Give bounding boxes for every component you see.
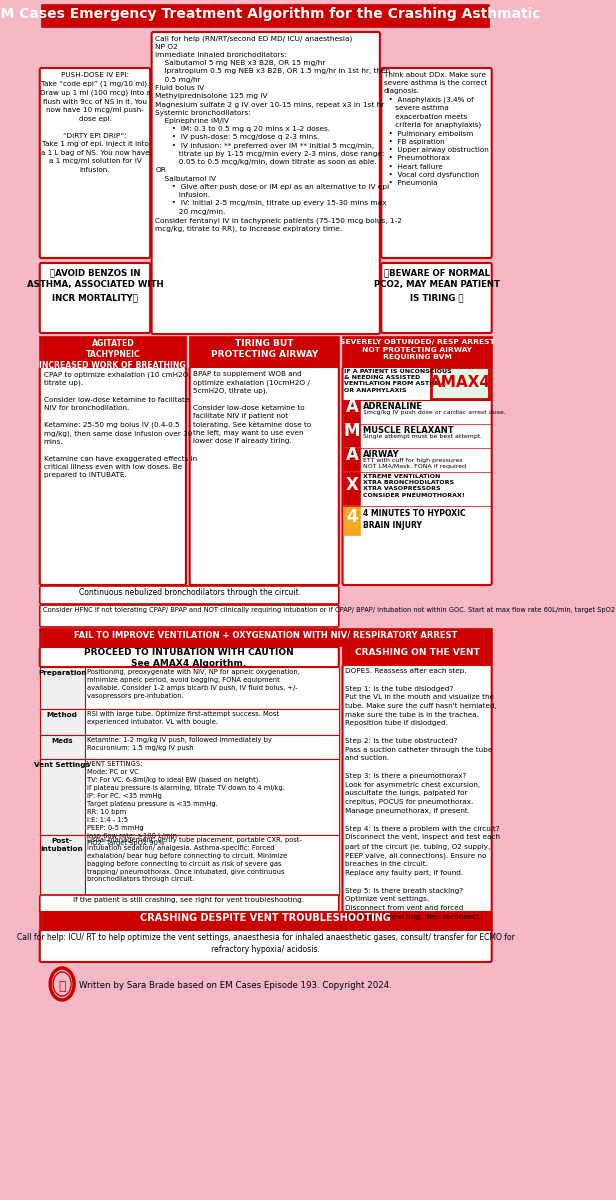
Text: Single attempt must be best attempt.: Single attempt must be best attempt. — [363, 434, 482, 439]
Text: EM Cases Emergency Treatment Algorithm for the Crashing Asthmatic: EM Cases Emergency Treatment Algorithm f… — [0, 7, 540, 20]
Text: ⭐AVOID BENZOS IN
ASTHMA, ASSOCIATED WITH
INCR MORTALITY⭐: ⭐AVOID BENZOS IN ASTHMA, ASSOCIATED WITH… — [26, 268, 163, 302]
Text: MUSCLE RELAXANT: MUSCLE RELAXANT — [363, 426, 453, 434]
Bar — [40, 835, 84, 895]
Text: TIRING BUT
PROTECTING AIRWAY: TIRING BUT PROTECTING AIRWAY — [211, 338, 318, 359]
Bar — [190, 337, 339, 367]
Bar — [344, 425, 360, 446]
FancyBboxPatch shape — [190, 367, 339, 584]
Text: ETT with cuff for high pressures
NOT LMA/Mask. FONA if required: ETT with cuff for high pressures NOT LMA… — [363, 458, 466, 469]
Text: BPAP to supplement WOB and
optimize exhalation (10cmH2O /
5cmH2O, titrate up).

: BPAP to supplement WOB and optimize exha… — [193, 371, 311, 444]
FancyBboxPatch shape — [381, 68, 492, 258]
Text: Method: Method — [47, 712, 78, 718]
Text: Usual management: verify tube placement, portable CXR, post-
intubation sedation: Usual management: verify tube placement,… — [87, 838, 301, 882]
FancyBboxPatch shape — [381, 263, 492, 332]
Bar — [40, 337, 186, 367]
Text: AGITATED
TACHYPNEIC
INCREASED WORK OF BREATHING: AGITATED TACHYPNEIC INCREASED WORK OF BR… — [39, 338, 186, 370]
Text: If the patient is still crashing, see right for vent troubleshooting.: If the patient is still crashing, see ri… — [73, 898, 304, 902]
FancyBboxPatch shape — [152, 32, 380, 334]
Text: 4: 4 — [346, 508, 358, 526]
Bar — [40, 758, 84, 835]
Bar — [84, 709, 339, 734]
Text: Positioning, preoxygenate with NIV, NP for apneic oxygenation,
minimize apneic p: Positioning, preoxygenate with NIV, NP f… — [87, 670, 299, 698]
Text: ⭐BEWARE OF NORMAL
PCO2, MAY MEAN PATIENT
IS TIRING ⭐: ⭐BEWARE OF NORMAL PCO2, MAY MEAN PATIENT… — [373, 268, 500, 302]
FancyBboxPatch shape — [40, 930, 492, 962]
Text: Consider HFNC if not tolerating CPAP/ BPAP and NOT clinically requiring intubati: Consider HFNC if not tolerating CPAP/ BP… — [43, 607, 616, 613]
Text: CRASHING DESPITE VENT TROUBLESHOOTING: CRASHING DESPITE VENT TROUBLESHOOTING — [140, 913, 391, 923]
Bar — [344, 401, 360, 422]
Text: Continuous nebulized bronchodilators through the circuit.: Continuous nebulized bronchodilators thr… — [79, 588, 301, 596]
Text: DOPES. Reassess after each step.

Step 1: Is the tube dislodged?
Put the VL in t: DOPES. Reassess after each step. Step 1:… — [345, 668, 500, 920]
FancyBboxPatch shape — [40, 586, 339, 604]
FancyBboxPatch shape — [40, 68, 150, 258]
Text: IF A PATIENT IS UNCONSCIOUS
& NEEDING ASSISTED
VENTILATION FROM ASTHMA
OR ANAPHY: IF A PATIENT IS UNCONSCIOUS & NEEDING AS… — [344, 370, 452, 392]
Bar — [431, 367, 490, 398]
Text: Post-
intubation: Post- intubation — [41, 838, 84, 852]
Bar — [344, 473, 360, 505]
FancyBboxPatch shape — [40, 895, 339, 912]
Text: XTREME VENTILATION
XTRA BRONCHODILATORS
XTRA VASOPRESSORS
CONSIDER PNEUMOTHORAX!: XTREME VENTILATION XTRA BRONCHODILATORS … — [363, 474, 464, 498]
Text: RSI with large tube. Optimize first-attempt success. Most
experienced intubator.: RSI with large tube. Optimize first-atte… — [87, 710, 279, 725]
Text: ADRENALINE: ADRENALINE — [363, 402, 423, 410]
Text: Written by Sara Brade based on EM Cases Episode 193. Copyright 2024.: Written by Sara Brade based on EM Cases … — [79, 980, 391, 990]
Bar — [344, 449, 360, 470]
FancyBboxPatch shape — [342, 665, 492, 912]
Bar — [84, 734, 339, 758]
FancyBboxPatch shape — [40, 605, 339, 626]
Bar — [40, 709, 84, 734]
Bar — [40, 629, 492, 646]
Text: 4 MINUTES TO HYPOXIC
BRAIN INJURY: 4 MINUTES TO HYPOXIC BRAIN INJURY — [363, 509, 465, 529]
Text: AMAX4: AMAX4 — [430, 374, 491, 390]
Bar — [344, 506, 360, 535]
Bar — [42, 5, 490, 26]
Bar — [40, 734, 84, 758]
Bar — [84, 835, 339, 895]
Text: Vent Settings: Vent Settings — [34, 762, 90, 768]
Text: Ketamine: 1-2 mg/kg IV push, followed immediately by
Rocuronium: 1.5 mg/kg IV pu: Ketamine: 1-2 mg/kg IV push, followed im… — [87, 737, 272, 751]
Bar — [84, 758, 339, 835]
Text: Meds: Meds — [51, 738, 73, 744]
Bar — [342, 647, 492, 665]
Text: 🐾: 🐾 — [59, 980, 66, 994]
Text: 1mcg/kg IV push dose or cardiac arrest dose.: 1mcg/kg IV push dose or cardiac arrest d… — [363, 410, 506, 415]
Text: FAIL TO IMPROVE VENTILATION + OXYGENATION WITH NIV/ RESPIRATORY ARREST: FAIL TO IMPROVE VENTILATION + OXYGENATIO… — [74, 630, 458, 638]
Text: Think about DDx. Make sure
severe asthma is the correct
diagnosis.
  •  Anaphyla: Think about DDx. Make sure severe asthma… — [384, 72, 488, 186]
Text: Call for help: ICU/ RT to help optimize the vent settings, anaesthesia for inhal: Call for help: ICU/ RT to help optimize … — [17, 934, 515, 954]
Text: A: A — [346, 446, 359, 464]
Text: CRASHING ON THE VENT: CRASHING ON THE VENT — [355, 648, 479, 658]
Text: M: M — [344, 422, 360, 440]
FancyBboxPatch shape — [342, 367, 492, 584]
Bar — [40, 667, 84, 709]
Bar — [84, 667, 339, 709]
Text: VENT SETTINGS:
Mode: PC or VC
TV: For VC. 6-8ml/kg to ideal BW (based on height): VENT SETTINGS: Mode: PC or VC TV: For VC… — [87, 761, 285, 846]
Text: Preparation: Preparation — [38, 670, 86, 676]
FancyBboxPatch shape — [40, 367, 186, 584]
Text: X: X — [346, 476, 359, 494]
FancyBboxPatch shape — [40, 647, 339, 667]
Bar — [342, 337, 492, 367]
Text: CPAP to optimize exhalation (10 cmH2O,
titrate up).

Consider low-dose ketamine : CPAP to optimize exhalation (10 cmH2O, t… — [44, 371, 197, 478]
Circle shape — [54, 973, 70, 995]
Text: PROCEED TO INTUBATION WITH CAUTION
See AMAX4 Algorithm.: PROCEED TO INTUBATION WITH CAUTION See A… — [84, 648, 294, 668]
Text: AIRWAY: AIRWAY — [363, 450, 399, 458]
Text: SEVERELY OBTUNDED/ RESP ARREST
NOT PROTECTING AIRWAY
REQUIRING BVM: SEVERELY OBTUNDED/ RESP ARREST NOT PROTE… — [340, 338, 495, 360]
FancyBboxPatch shape — [40, 263, 150, 332]
Text: A: A — [346, 398, 359, 416]
Text: Call for help (RN/RT/second ED MD/ ICU/ anaesthesia)
NP O2
Immediate inhaled bro: Call for help (RN/RT/second ED MD/ ICU/ … — [155, 35, 402, 233]
Text: PUSH-DOSE IV EPI:
Take “code epi” (1 mg/10 ml).
Draw up 1 ml (100 mcg) into a
fl: PUSH-DOSE IV EPI: Take “code epi” (1 mg/… — [39, 72, 150, 173]
Bar — [40, 912, 492, 930]
